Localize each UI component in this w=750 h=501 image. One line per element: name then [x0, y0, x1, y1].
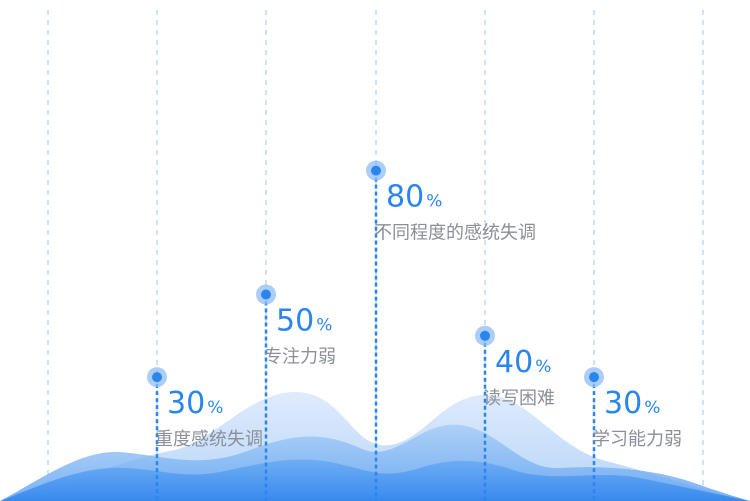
value-label: 30%	[604, 386, 660, 421]
category-label: 重度感统失调	[155, 429, 263, 450]
grid-lines	[47, 10, 704, 501]
value-marker	[371, 165, 381, 176]
category-label: 读写困难	[483, 388, 555, 409]
value-marker	[152, 372, 162, 383]
value-marker	[589, 372, 599, 383]
category-label: 专注力弱	[264, 347, 336, 368]
value-marker	[261, 289, 271, 300]
data-marks: 30 % 重度感统失调 50 % 专注力弱 80 % 不同程度的感统失调 40 % 读写困难 30 % 学习…	[147, 160, 682, 501]
value-marker	[480, 330, 490, 341]
value-label: 80%	[386, 180, 442, 215]
category-label: 不同程度的感统失调	[374, 223, 536, 244]
value-label: 40%	[495, 345, 551, 380]
value-label: 50%	[276, 304, 332, 339]
category-label: 学习能力弱	[592, 429, 682, 450]
value-label: 30%	[167, 386, 223, 421]
